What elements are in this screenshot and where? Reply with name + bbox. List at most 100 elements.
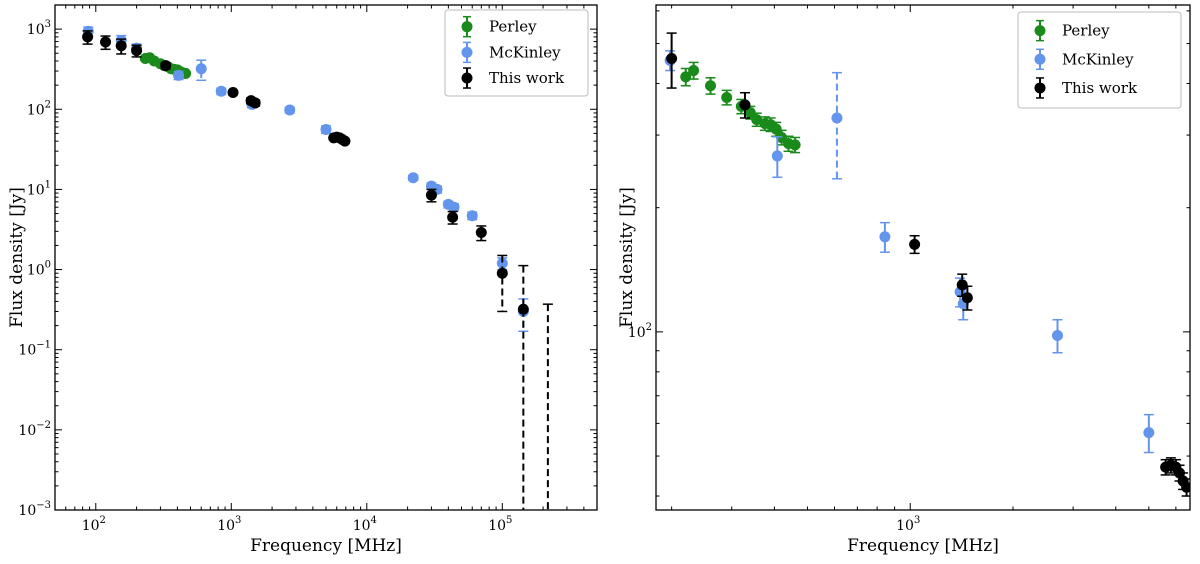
y-tick-label: 100 bbox=[27, 260, 51, 279]
data-point bbox=[771, 150, 783, 162]
data-point bbox=[721, 91, 733, 103]
data-point bbox=[173, 69, 185, 81]
plot-frame bbox=[655, 4, 1191, 511]
series-this-work-upper-limit- bbox=[542, 303, 553, 510]
data-point bbox=[1181, 481, 1190, 493]
data-point bbox=[705, 80, 717, 92]
data-point bbox=[517, 303, 529, 315]
y-tick-label: 103 bbox=[27, 19, 51, 38]
data-point bbox=[227, 86, 239, 98]
legend-label: McKinley bbox=[489, 43, 561, 61]
data-point bbox=[744, 107, 756, 119]
series-this-work bbox=[666, 32, 1190, 497]
data-point bbox=[82, 31, 94, 43]
x-tick-label-exp: 5 bbox=[506, 515, 512, 526]
y-tick-label-exp: −2 bbox=[36, 420, 51, 431]
data-point bbox=[447, 211, 459, 223]
y-tick-label: 102 bbox=[27, 99, 51, 118]
y-tick-label: 10−3 bbox=[18, 500, 51, 519]
y-tick-label: 10−1 bbox=[18, 340, 51, 359]
data-point bbox=[425, 189, 437, 201]
data-point bbox=[1143, 427, 1155, 439]
data-point bbox=[666, 52, 678, 64]
y-tick-label-base: 10 bbox=[27, 263, 45, 279]
plot-area bbox=[664, 32, 1190, 497]
legend-marker bbox=[1034, 82, 1046, 94]
data-point bbox=[407, 172, 419, 184]
data-point bbox=[961, 292, 973, 304]
x-tick-label: 103 bbox=[217, 515, 241, 534]
data-point bbox=[466, 210, 478, 222]
x-tick-label: 104 bbox=[353, 515, 377, 534]
data-point bbox=[320, 123, 332, 135]
data-point bbox=[215, 85, 227, 97]
data-point bbox=[688, 65, 700, 77]
y-tick-label-exp: −1 bbox=[36, 340, 51, 351]
legend-marker bbox=[1034, 25, 1046, 37]
x-tick-label-base: 10 bbox=[217, 518, 235, 534]
y-tick-label-exp: 1 bbox=[45, 179, 51, 190]
data-point bbox=[339, 135, 351, 147]
legend-box bbox=[444, 9, 589, 97]
data-point bbox=[879, 231, 891, 243]
data-point bbox=[789, 139, 801, 151]
plot-frame bbox=[54, 4, 598, 511]
legend-label: Perley bbox=[1062, 22, 1110, 40]
data-point bbox=[131, 45, 143, 57]
legend: Perley McKinley This work bbox=[1017, 11, 1182, 109]
y-tick-label-base: 10 bbox=[18, 503, 36, 519]
legend-label: This work bbox=[489, 69, 565, 87]
y-axis-label: Flux density [Jy] bbox=[7, 187, 27, 328]
legend-label: Perley bbox=[489, 18, 537, 36]
x-tick-label-base: 10 bbox=[896, 518, 914, 534]
x-tick-label-exp: 2 bbox=[100, 515, 106, 526]
data-point bbox=[160, 60, 172, 72]
data-point bbox=[909, 238, 921, 250]
data-point bbox=[956, 279, 968, 291]
y-tick-label: 10−2 bbox=[18, 420, 51, 439]
y-tick-label-base: 10 bbox=[18, 423, 36, 439]
y-tick-label-exp: 2 bbox=[646, 322, 652, 333]
legend: Perley McKinley This work bbox=[444, 9, 589, 97]
y-tick-label-base: 10 bbox=[27, 22, 45, 38]
y-tick-label-base: 10 bbox=[628, 325, 646, 341]
x-axis-label: Frequency [MHz] bbox=[847, 536, 999, 556]
y-tick-label-exp: 0 bbox=[45, 260, 51, 271]
data-point bbox=[770, 123, 782, 135]
y-tick-label-base: 10 bbox=[18, 343, 36, 359]
data-point bbox=[115, 40, 127, 52]
x-tick-label: 103 bbox=[896, 515, 920, 534]
data-point bbox=[1051, 329, 1063, 341]
legend-marker bbox=[461, 21, 473, 33]
data-point bbox=[496, 257, 508, 269]
y-axis-label: Flux density [Jy] bbox=[617, 187, 637, 328]
x-tick-label-exp: 4 bbox=[371, 515, 377, 526]
series-mckinley bbox=[664, 50, 1155, 454]
legend-marker bbox=[1034, 53, 1046, 65]
legend-marker bbox=[461, 72, 473, 84]
data-point bbox=[100, 36, 112, 48]
legend-box bbox=[1017, 11, 1182, 109]
x-tick-label-base: 10 bbox=[488, 518, 506, 534]
data-point bbox=[284, 104, 296, 116]
chart-left: 102 103 104 10510−310−210−1100101102103Freq… bbox=[7, 4, 598, 556]
legend-marker bbox=[461, 46, 473, 58]
data-point bbox=[249, 97, 261, 109]
data-point bbox=[739, 99, 751, 111]
data-point bbox=[496, 267, 508, 279]
y-tick-label-exp: 2 bbox=[45, 99, 51, 110]
legend-label: McKinley bbox=[1062, 50, 1134, 68]
y-tick-label-exp: −3 bbox=[36, 500, 51, 511]
data-point bbox=[195, 63, 207, 75]
y-tick-label-base: 10 bbox=[27, 102, 45, 118]
x-tick-label-exp: 3 bbox=[914, 515, 920, 526]
series-this-work bbox=[82, 30, 529, 510]
x-axis-label: Frequency [MHz] bbox=[250, 536, 402, 556]
data-point bbox=[680, 71, 692, 83]
x-tick-label: 105 bbox=[488, 515, 512, 534]
x-tick-label-exp: 3 bbox=[235, 515, 241, 526]
y-tick-label-exp: 3 bbox=[45, 19, 51, 30]
x-tick-label-base: 10 bbox=[82, 518, 100, 534]
